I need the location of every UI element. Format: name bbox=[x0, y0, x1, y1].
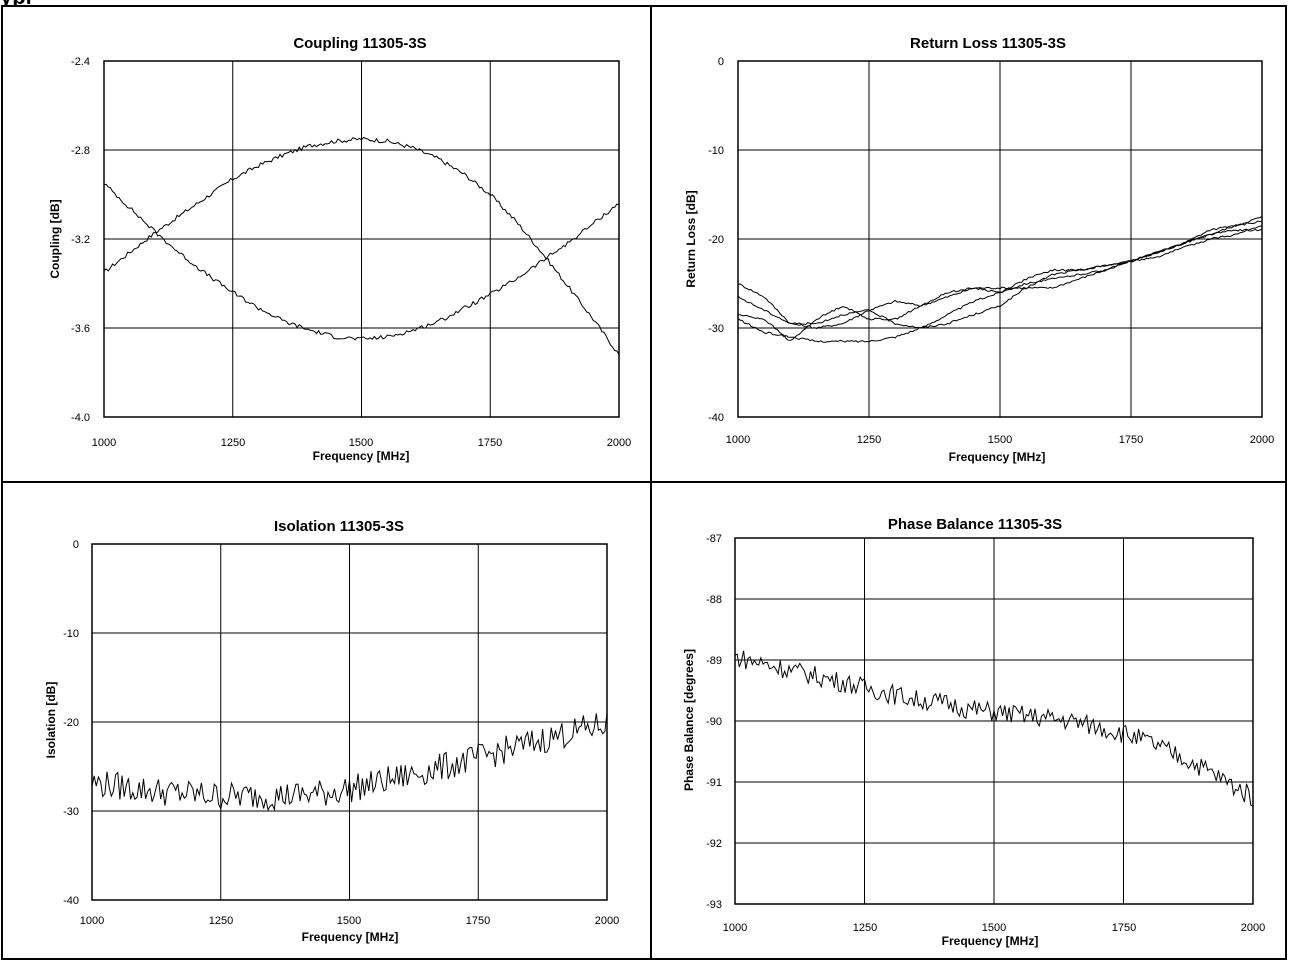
x-tick-labels: 1000 1250 1500 1750 2000 bbox=[92, 437, 631, 449]
x-tick-label: 1750 bbox=[1119, 434, 1143, 446]
y-tick-label: -10 bbox=[63, 628, 79, 640]
x-tick-label: 1000 bbox=[726, 434, 750, 446]
y-tick-label: -10 bbox=[708, 145, 724, 157]
data-series bbox=[103, 136, 620, 355]
x-axis-label: Frequency [MHz] bbox=[302, 930, 399, 944]
series-line bbox=[737, 215, 1263, 330]
x-tick-label: 1750 bbox=[466, 915, 490, 927]
gridlines bbox=[104, 61, 619, 417]
y-tick-label: -91 bbox=[706, 777, 722, 789]
x-tick-label: 1500 bbox=[337, 915, 361, 927]
y-tick-label: -93 bbox=[706, 899, 722, 911]
x-tick-label: 1000 bbox=[80, 915, 104, 927]
y-tick-label: -3.2 bbox=[71, 234, 90, 246]
series-line bbox=[737, 228, 1263, 343]
y-tick-label: -3.6 bbox=[71, 323, 90, 335]
x-tick-label: 1250 bbox=[857, 434, 881, 446]
y-tick-label: -2.8 bbox=[71, 145, 90, 157]
y-axis-label: Coupling [dB] bbox=[48, 199, 62, 278]
x-tick-label: 1250 bbox=[853, 922, 877, 934]
chart-return-loss: Return Loss 11305-3S 0 -10 -20 -30 -40 1… bbox=[684, 35, 1274, 464]
x-tick-label: 1500 bbox=[349, 437, 373, 449]
y-axis-label: Isolation [dB] bbox=[44, 682, 58, 759]
y-tick-label: -2.4 bbox=[71, 56, 90, 68]
y-tick-label: -87 bbox=[706, 533, 722, 545]
x-tick-labels: 1000 1250 1500 1750 2000 bbox=[80, 915, 619, 927]
y-axis-label: Phase Balance [degrees] bbox=[682, 649, 696, 791]
chart-isolation: Isolation 11305-3S 0 -10 -20 -30 -40 100… bbox=[44, 518, 619, 944]
x-tick-label: 1250 bbox=[221, 437, 245, 449]
chart-title: Phase Balance 11305-3S bbox=[888, 516, 1062, 533]
x-axis-label: Frequency [MHz] bbox=[313, 449, 410, 463]
y-tick-label: -89 bbox=[706, 655, 722, 667]
x-tick-label: 1000 bbox=[92, 437, 116, 449]
chart-title: Coupling 11305-3S bbox=[293, 35, 426, 52]
series-line bbox=[91, 712, 608, 812]
y-tick-label: -20 bbox=[708, 234, 724, 246]
x-tick-label: 2000 bbox=[595, 915, 619, 927]
y-tick-labels: -2.4 -2.8 -3.2 -3.6 -4.0 bbox=[71, 56, 90, 424]
x-axis-label: Frequency [MHz] bbox=[942, 934, 1039, 948]
y-tick-label: -92 bbox=[706, 838, 722, 850]
y-tick-label: -4.0 bbox=[71, 412, 90, 424]
series-line bbox=[103, 136, 620, 355]
x-tick-label: 1750 bbox=[1112, 922, 1136, 934]
y-tick-labels: 0 -10 -20 -30 -40 bbox=[708, 56, 724, 424]
y-tick-label: -40 bbox=[708, 412, 724, 424]
gridlines bbox=[738, 61, 1262, 417]
y-tick-label: -30 bbox=[63, 806, 79, 818]
y-tick-label: 0 bbox=[718, 56, 724, 68]
gridlines bbox=[92, 544, 607, 900]
data-series bbox=[91, 712, 608, 812]
x-tick-labels: 1000 1250 1500 1750 2000 bbox=[726, 434, 1274, 446]
y-tick-labels: 0 -10 -20 -30 -40 bbox=[63, 539, 79, 907]
chart-phase-balance: Phase Balance 11305-3S -87 -88 -89 -90 -… bbox=[682, 516, 1265, 948]
chart-title: Return Loss 11305-3S bbox=[910, 35, 1066, 52]
x-tick-label: 1500 bbox=[988, 434, 1012, 446]
y-tick-label: -20 bbox=[63, 717, 79, 729]
x-tick-label: 2000 bbox=[607, 437, 631, 449]
y-tick-labels: -87 -88 -89 -90 -91 -92 -93 bbox=[706, 533, 722, 911]
series-line bbox=[734, 650, 1254, 807]
y-tick-label: -88 bbox=[706, 594, 722, 606]
page-header-fragment-text: ypi bbox=[0, 0, 32, 6]
data-series bbox=[734, 650, 1254, 807]
y-tick-label: -90 bbox=[706, 716, 722, 728]
x-tick-label: 1000 bbox=[723, 922, 747, 934]
series-line bbox=[103, 183, 620, 341]
page-header-fragment: ypi bbox=[0, 0, 60, 6]
x-tick-label: 2000 bbox=[1241, 922, 1265, 934]
series-line bbox=[737, 225, 1263, 329]
chart-title: Isolation 11305-3S bbox=[274, 518, 404, 535]
y-tick-label: 0 bbox=[73, 539, 79, 551]
x-tick-label: 1500 bbox=[982, 922, 1006, 934]
x-tick-labels: 1000 1250 1500 1750 2000 bbox=[723, 922, 1265, 934]
gridlines bbox=[735, 538, 1253, 904]
data-series bbox=[737, 215, 1263, 343]
x-tick-label: 2000 bbox=[1250, 434, 1274, 446]
y-axis-label: Return Loss [dB] bbox=[684, 190, 698, 287]
y-tick-label: -30 bbox=[708, 323, 724, 335]
chart-coupling: Coupling 11305-3S -2.4 -2.8 -3.2 -3.6 -4… bbox=[48, 35, 631, 463]
x-axis-label: Frequency [MHz] bbox=[949, 450, 1046, 464]
x-tick-label: 1250 bbox=[209, 915, 233, 927]
y-tick-label: -40 bbox=[63, 895, 79, 907]
panel-grid-frame bbox=[1, 5, 1287, 960]
x-tick-label: 1750 bbox=[478, 437, 502, 449]
